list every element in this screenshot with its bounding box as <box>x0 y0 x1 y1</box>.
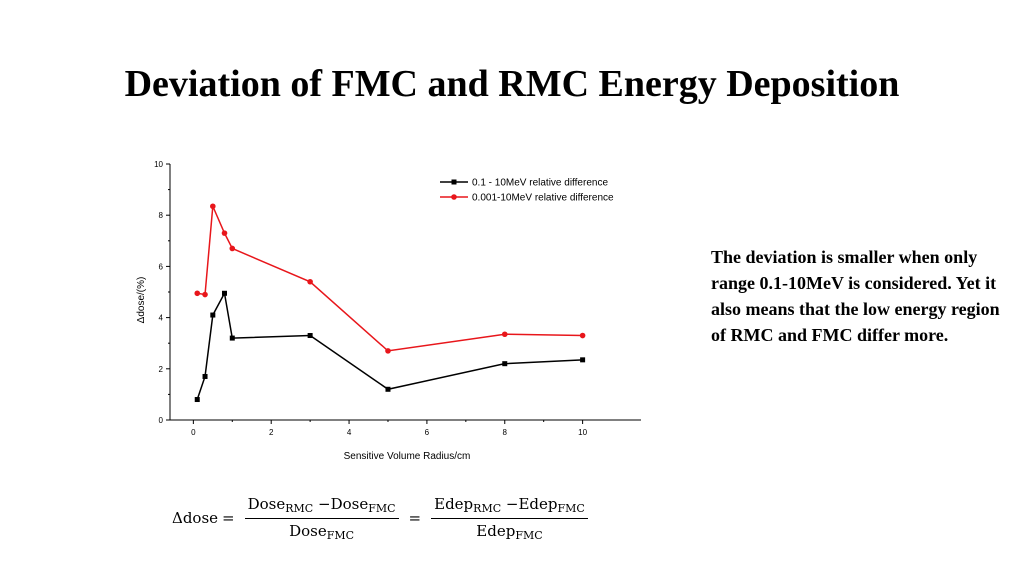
dose-numerator: DoseRMC −DoseFMC <box>244 495 399 519</box>
slide-title: Deviation of FMC and RMC Energy Depositi… <box>124 63 900 105</box>
data-point <box>307 333 313 339</box>
legend-item: 0.1 - 10MeV relative difference <box>440 178 608 189</box>
edep-denominator: EdepFMC <box>476 521 543 542</box>
data-point <box>210 203 216 210</box>
legend-marker <box>451 179 457 185</box>
data-point <box>202 373 208 379</box>
data-point <box>385 386 391 392</box>
x-tick-label: 8 <box>503 428 508 437</box>
chart-legend: 0.1 - 10MeV relative difference 0.001-10M… <box>440 178 614 204</box>
chart-axes: 0 2 4 6 8 10 0 2 4 6 8 10 <box>154 160 641 437</box>
data-point <box>194 290 201 297</box>
series-line <box>197 205 583 352</box>
x-tick-label: 10 <box>578 428 587 437</box>
data-point <box>501 331 508 338</box>
data-point <box>194 397 200 403</box>
equals-sign-2: = <box>408 509 422 527</box>
legend-label: 0.001-10MeV relative difference <box>472 193 614 204</box>
data-point <box>385 348 391 354</box>
data-point <box>202 291 208 298</box>
y-tick-label: 6 <box>159 262 164 271</box>
edep-fraction: EdepRMC −EdepFMC EdepFMC <box>431 495 588 542</box>
x-tick-label: 4 <box>347 428 352 437</box>
series-line <box>196 291 583 400</box>
x-axis-title: Sensitive Volume Radius/cm <box>344 451 471 462</box>
data-point <box>221 230 228 236</box>
delta-dose-formula: Δdose = DoseRMC −DoseFMC DoseFMC = EdepR… <box>172 490 594 546</box>
legend-marker <box>451 194 457 200</box>
data-point <box>579 332 586 339</box>
data-point <box>221 290 227 296</box>
edep-numerator: EdepRMC −EdepFMC <box>431 495 588 519</box>
line-chart: 0 2 4 6 8 10 0 2 4 6 8 10 0.1 - 10MeV relative diff… <box>136 160 641 462</box>
data-point <box>307 278 313 285</box>
chart-series <box>194 203 586 403</box>
formula-lhs: Δdose <box>172 509 219 527</box>
y-axis-title: Δdose/(%) <box>136 277 147 324</box>
y-tick-label: 4 <box>159 314 164 323</box>
legend-label: 0.1 - 10MeV relative difference <box>472 178 608 189</box>
series-2 <box>194 203 586 354</box>
dose-denominator: DoseFMC <box>289 521 355 542</box>
data-point <box>210 312 216 318</box>
y-tick-label: 2 <box>159 365 164 374</box>
equals-sign: = <box>222 509 235 527</box>
data-point <box>580 357 586 363</box>
dose-fraction: DoseRMC −DoseFMC DoseFMC <box>244 495 399 542</box>
x-tick-label: 2 <box>269 428 274 437</box>
data-point <box>229 335 235 341</box>
explanation-text: The deviation is smaller when only range… <box>711 247 1000 345</box>
x-tick-label: 6 <box>425 428 430 437</box>
data-point <box>502 361 508 367</box>
legend-item: 0.001-10MeV relative difference <box>440 193 614 204</box>
data-point <box>229 245 236 252</box>
y-tick-label: 8 <box>159 211 164 220</box>
y-tick-label: 10 <box>154 160 163 169</box>
series-1 <box>194 290 586 403</box>
x-tick-label: 0 <box>191 428 196 437</box>
y-tick-label: 0 <box>159 416 164 425</box>
